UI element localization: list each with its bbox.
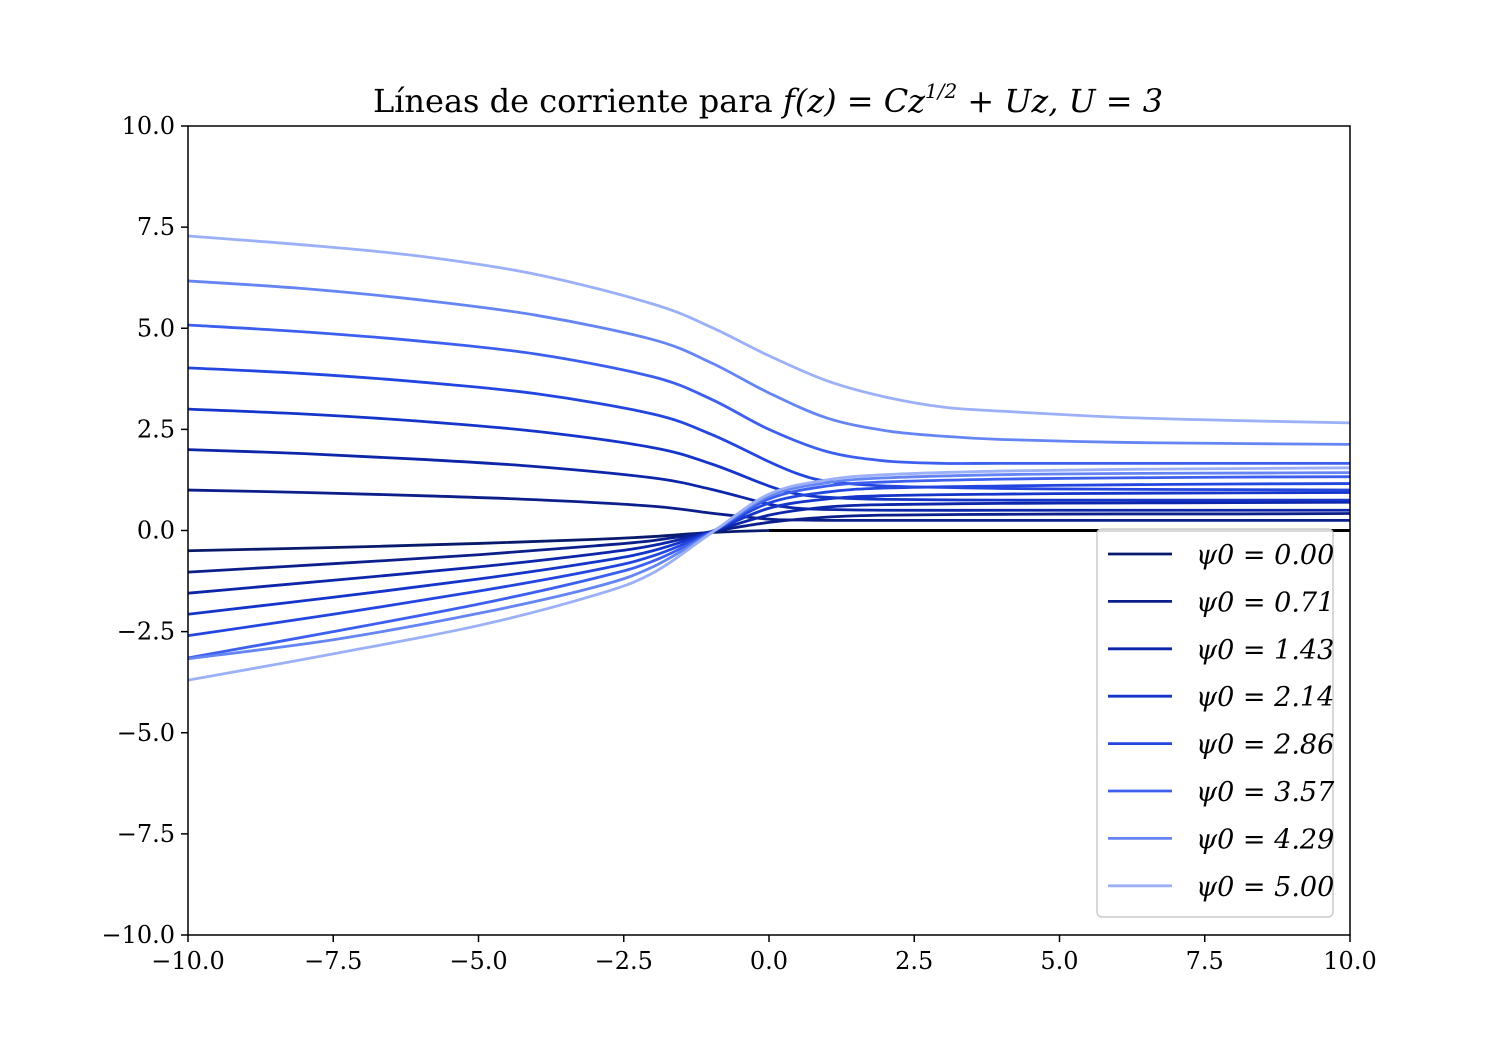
streamline-series-3-branch-1: [188, 491, 1350, 616]
streamline-series-6-branch-0: [188, 279, 1350, 446]
streamline-series-5-branch-0: [188, 323, 1350, 465]
streamline-series-4-branch-0: [188, 366, 1350, 492]
x-axis: −10.0 −7.5 −5.0 −2.5 0.0 2.5 5.0 7.5 10.0: [151, 935, 1377, 975]
legend-label: ψ0 = 0.00: [1196, 540, 1334, 571]
legend-label: ψ0 = 3.57: [1196, 777, 1335, 808]
x-tick-label: −5.0: [449, 947, 507, 975]
y-tick-label: −10.0: [101, 921, 175, 949]
streamline-series-7-branch-1: [188, 466, 1350, 682]
y-tick-label: 2.5: [137, 415, 175, 443]
y-tick-label: 5.0: [137, 314, 175, 342]
x-tick-label: −7.5: [304, 947, 362, 975]
x-tick-label: 7.5: [1186, 947, 1224, 975]
legend-label: ψ0 = 2.14: [1196, 682, 1334, 713]
x-tick-label: 5.0: [1040, 947, 1078, 975]
streamline-series-6-branch-1: [188, 471, 1350, 661]
x-tick-label: −10.0: [151, 947, 225, 975]
legend: ψ0 = 0.00 ψ0 = 0.71 ψ0 = 1.43 ψ0 = 2.14 ψ0 =…: [1096, 528, 1335, 918]
y-tick-label: 10.0: [122, 112, 175, 140]
x-tick-label: 10.0: [1323, 947, 1376, 975]
y-tick-label: −5.0: [117, 719, 175, 747]
streamline-series-5-branch-1: [188, 475, 1350, 660]
y-tick-label: −7.5: [117, 820, 175, 848]
legend-box: [1096, 528, 1334, 918]
y-tick-label: 0.0: [137, 517, 175, 545]
x-tick-label: −2.5: [595, 947, 653, 975]
legend-label: ψ0 = 2.86: [1196, 730, 1334, 761]
streamlines-layer: [188, 234, 1350, 682]
y-axis: 10.0 7.5 5.0 2.5 0.0 −2.5 −5.0 −7.5 −10.0: [101, 112, 188, 949]
x-tick-label: 0.0: [750, 947, 788, 975]
legend-label: ψ0 = 1.43: [1196, 635, 1334, 666]
x-tick-label: 2.5: [895, 947, 933, 975]
chart-title: Líneas de corriente para f(z) = Cz1/2 + …: [373, 79, 1163, 120]
streamline-series-4-branch-1: [188, 482, 1350, 638]
legend-label: ψ0 = 5.00: [1196, 872, 1334, 903]
streamline-series-2-branch-1: [188, 500, 1350, 595]
plot-area: [187, 125, 1351, 936]
streamline-series-7-branch-0: [188, 234, 1350, 425]
y-tick-label: 7.5: [137, 213, 175, 241]
legend-label: ψ0 = 0.71: [1196, 587, 1334, 618]
y-tick-label: −2.5: [117, 618, 175, 646]
streamline-series-2-branch-0: [188, 448, 1350, 512]
legend-label: ψ0 = 4.29: [1196, 824, 1334, 855]
streamline-series-1-branch-1: [188, 512, 1350, 574]
